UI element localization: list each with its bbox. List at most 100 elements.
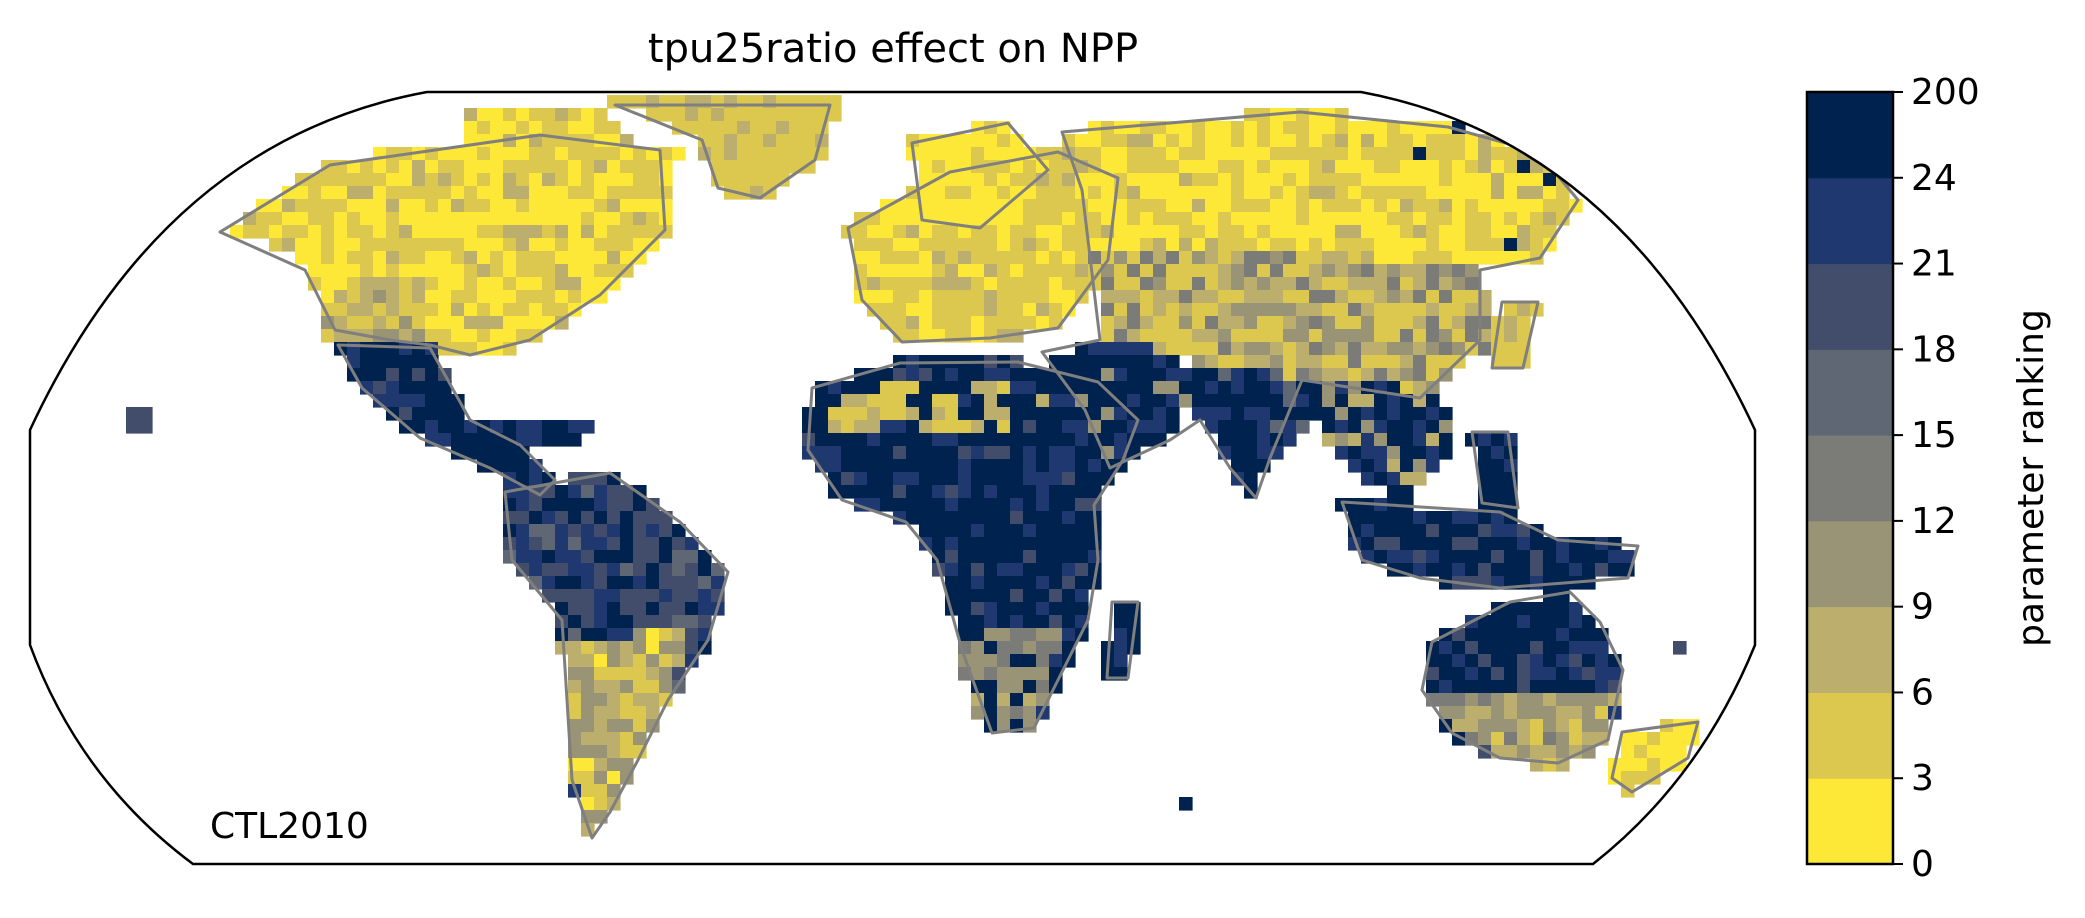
grid-cell <box>1335 199 1349 213</box>
grid-cell <box>997 173 1011 187</box>
grid-cell <box>1530 225 1544 239</box>
grid-cell <box>633 524 647 538</box>
grid-cell <box>1296 394 1310 408</box>
grid-cell <box>1023 394 1037 408</box>
grid-cell <box>1439 524 1453 538</box>
grid-cell <box>1140 264 1154 278</box>
grid-cell <box>516 264 530 278</box>
grid-cell <box>1465 303 1479 317</box>
grid-cell <box>451 225 465 239</box>
grid-cell <box>1452 212 1466 226</box>
grid-cell <box>1023 420 1037 434</box>
grid-cell <box>399 407 413 421</box>
grid-cell <box>646 160 660 174</box>
grid-cell <box>1166 329 1180 343</box>
grid-cell <box>971 277 985 291</box>
grid-cell <box>1218 407 1232 421</box>
grid-cell <box>880 407 894 421</box>
grid-cell <box>386 264 400 278</box>
grid-cell <box>490 121 504 135</box>
grid-cell <box>1283 329 1297 343</box>
grid-cell <box>386 212 400 226</box>
grid-cell <box>1556 628 1570 642</box>
grid-cell <box>1374 225 1388 239</box>
grid-cell <box>854 238 868 252</box>
grid-cell <box>542 212 556 226</box>
grid-cell <box>945 563 959 577</box>
grid-cell <box>1127 238 1141 252</box>
grid-cell <box>1439 199 1453 213</box>
grid-cell <box>1582 693 1596 707</box>
grid-cell <box>633 628 647 642</box>
grid-cell <box>1439 433 1453 447</box>
grid-cell <box>1231 303 1245 317</box>
grid-cell <box>685 550 699 564</box>
grid-cell <box>880 316 894 330</box>
grid-cell <box>1361 199 1375 213</box>
grid-cell <box>1569 693 1583 707</box>
grid-cell <box>581 563 595 577</box>
grid-cell <box>919 264 933 278</box>
grid-cell <box>1244 472 1258 486</box>
grid-cell <box>1361 537 1375 551</box>
grid-cell <box>412 238 426 252</box>
grid-cell <box>568 147 582 161</box>
grid-cell <box>971 251 985 265</box>
grid-cell <box>503 108 517 122</box>
grid-cell <box>958 446 972 460</box>
grid-cell <box>1348 212 1362 226</box>
grid-cell <box>1374 147 1388 161</box>
grid-cell <box>1491 719 1505 733</box>
grid-cell <box>1205 303 1219 317</box>
grid-cell <box>997 147 1011 161</box>
grid-cell <box>945 225 959 239</box>
grid-cell <box>1556 693 1570 707</box>
grid-cell <box>607 160 621 174</box>
grid-cell <box>984 446 998 460</box>
grid-cell <box>1036 264 1050 278</box>
grid-cell <box>1101 472 1115 486</box>
grid-cell <box>1413 355 1427 369</box>
grid-cell <box>1088 459 1102 473</box>
grid-cell <box>1309 199 1323 213</box>
grid-cell <box>984 277 998 291</box>
grid-cell <box>1504 550 1518 564</box>
grid-cell <box>1387 537 1401 551</box>
grid-cell <box>1491 472 1505 486</box>
grid-cell <box>412 420 426 434</box>
grid-cell <box>1400 147 1414 161</box>
grid-cell <box>1439 342 1453 356</box>
grid-cell <box>568 238 582 252</box>
grid-cell <box>1465 680 1479 694</box>
grid-cell <box>516 108 530 122</box>
grid-cell <box>1478 680 1492 694</box>
grid-cell <box>1478 212 1492 226</box>
grid-cell <box>1361 147 1375 161</box>
grid-cell <box>1491 199 1505 213</box>
grid-cell <box>321 199 335 213</box>
grid-cell <box>1088 537 1102 551</box>
grid-cell <box>984 641 998 655</box>
grid-cell <box>464 277 478 291</box>
grid-cell <box>399 264 413 278</box>
grid-cell <box>1244 394 1258 408</box>
grid-cell <box>958 381 972 395</box>
grid-cell <box>1049 511 1063 525</box>
grid-cell <box>1400 212 1414 226</box>
grid-cell <box>919 160 933 174</box>
grid-cell <box>1036 472 1050 486</box>
grid-cell <box>555 511 569 525</box>
grid-cell <box>997 225 1011 239</box>
grid-cell <box>308 264 322 278</box>
grid-cell <box>1322 407 1336 421</box>
grid-cell <box>594 238 608 252</box>
grid-cell <box>1413 459 1427 473</box>
grid-cell <box>1556 199 1570 213</box>
grid-cell <box>1283 212 1297 226</box>
grid-cell <box>594 511 608 525</box>
grid-cell <box>1400 316 1414 330</box>
grid-cell <box>1244 199 1258 213</box>
grid-cell <box>1075 537 1089 551</box>
grid-cell <box>386 186 400 200</box>
grid-cell <box>1530 537 1544 551</box>
